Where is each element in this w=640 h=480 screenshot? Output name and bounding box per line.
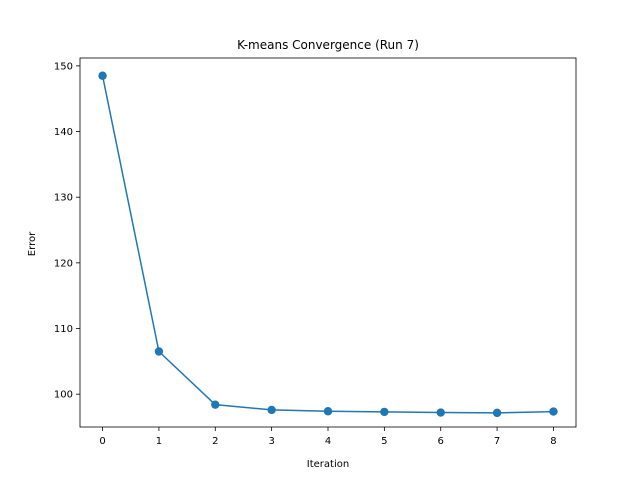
data-point (436, 408, 445, 417)
data-point (98, 71, 107, 80)
axes: 0 1 2 3 4 5 6 7 8 100 110 120 130 140 150 (54, 57, 577, 447)
x-tick-label: 0 (99, 436, 105, 447)
data-point (549, 407, 558, 416)
y-tick-label: 120 (54, 258, 73, 269)
y-tick-label: 100 (54, 390, 73, 401)
data-point (211, 400, 220, 409)
y-tick-label: 130 (54, 193, 73, 204)
x-tick-label: 2 (212, 436, 218, 447)
x-tick-label: 3 (268, 436, 274, 447)
x-tick-label: 8 (550, 436, 556, 447)
x-tick-label: 7 (494, 436, 500, 447)
x-axis-label: Iteration (307, 459, 349, 470)
y-tick-label: 140 (54, 127, 73, 138)
chart-title: K-means Convergence (Run 7) (237, 38, 419, 52)
y-axis-label: Error (27, 231, 38, 256)
data-point (267, 405, 276, 415)
data-point (380, 407, 389, 417)
plot-area (98, 71, 558, 418)
x-tick-label: 6 (438, 436, 444, 447)
data-point (492, 408, 502, 418)
data-point (323, 407, 333, 416)
x-tick-label: 5 (381, 436, 387, 447)
data-point (154, 347, 164, 356)
x-tick-label: 1 (156, 436, 162, 447)
x-tick-label: 4 (325, 436, 331, 447)
y-tick-label: 110 (54, 324, 73, 335)
y-tick-label: 150 (54, 61, 73, 72)
